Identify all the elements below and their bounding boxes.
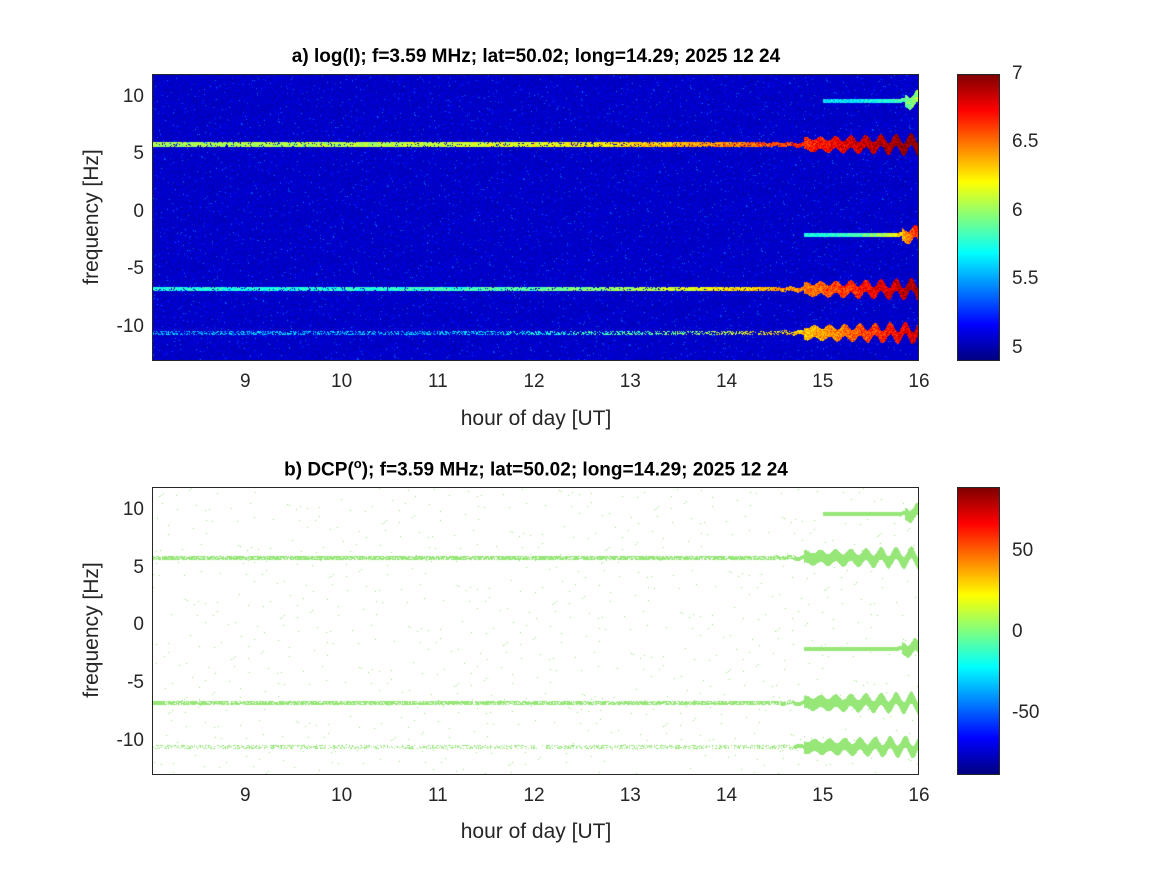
y-tick-label: -10: [116, 729, 144, 751]
x-tick-label: 11: [427, 785, 448, 806]
x-tick-label: 13: [619, 371, 641, 392]
y-tick-label: 0: [133, 614, 144, 636]
x-tick-label: 14: [715, 785, 738, 806]
plot-a-spectrogram: [152, 74, 919, 360]
colorbar-tick-label: 5: [1012, 336, 1023, 358]
x-tick-label: 15: [812, 785, 834, 806]
y-tick-label: -10: [116, 315, 144, 337]
plot-b-title-rest: ); f=3.59 MHz; lat=50.02; long=14.29; 20…: [361, 459, 788, 481]
plot-a-xlabel: hour of day [UT]: [460, 407, 612, 430]
x-tick-label: 12: [523, 785, 545, 806]
plot-a-ylabel: frequency [Hz]: [80, 149, 103, 285]
y-tick-label: 5: [133, 143, 144, 165]
plot-a-colorbar: [958, 74, 1000, 360]
plot-b-title-sup: o: [353, 456, 362, 471]
plot-b-xlabel: hour of day [UT]: [460, 820, 612, 843]
x-tick-label: 15: [812, 371, 834, 392]
x-tick-label: 14: [715, 371, 738, 392]
x-tick-label: 10: [331, 371, 353, 392]
plot-b-title-main: b) DCP(: [284, 459, 354, 481]
x-tick-label: 11: [427, 371, 448, 392]
x-tick-label: 9: [240, 785, 251, 806]
colorbar-tick-label: -50: [1012, 701, 1040, 723]
y-tick-label: 5: [133, 556, 144, 578]
y-tick-label: 0: [133, 200, 144, 222]
x-tick-label: 9: [240, 371, 251, 392]
colorbar-tick-label: 50: [1012, 539, 1034, 561]
x-tick-label: 12: [523, 371, 545, 392]
x-tick-label: 10: [331, 785, 353, 806]
plot-b-ylabel: frequency [Hz]: [80, 562, 103, 698]
plot-b-dcp-map: [152, 487, 919, 774]
y-tick-label: -5: [127, 671, 144, 693]
plot-a-title: a) log(I); f=3.59 MHz; lat=50.02; long=1…: [291, 46, 781, 67]
colorbar-tick-label: 7: [1012, 63, 1023, 84]
colorbar-tick-label: 0: [1012, 620, 1023, 642]
x-tick-label: 13: [619, 785, 641, 806]
y-tick-label: -5: [127, 258, 144, 280]
colorbar-tick-label: 5.5: [1012, 268, 1039, 290]
x-tick-label: 16: [908, 785, 930, 806]
colorbar-tick-label: 6.5: [1012, 131, 1039, 153]
colorbar-tick-label: 6: [1012, 199, 1023, 221]
y-tick-label: 10: [122, 85, 144, 107]
plot-b-colorbar: [958, 487, 1000, 774]
x-tick-label: 16: [908, 371, 930, 392]
plot-b-title: b) DCP(o); f=3.59 MHz; lat=50.02; long=1…: [284, 456, 788, 481]
y-tick-label: 10: [122, 499, 144, 521]
